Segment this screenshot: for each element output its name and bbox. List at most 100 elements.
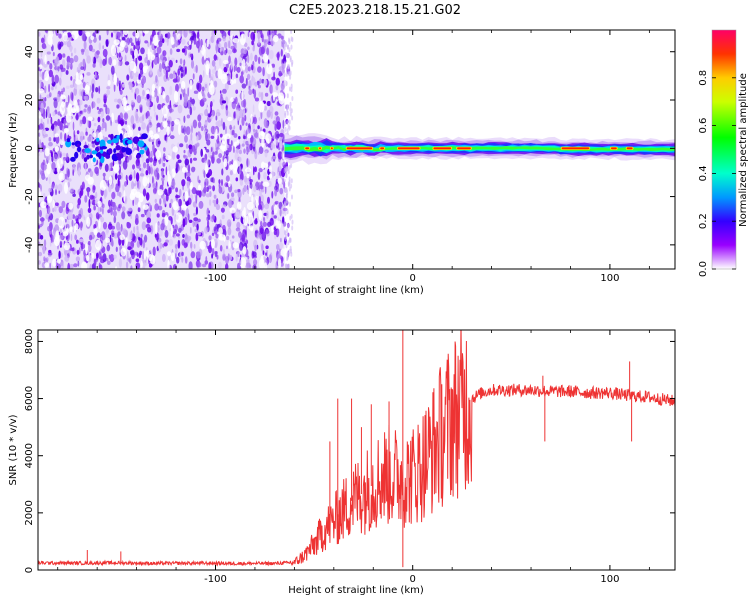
noise-speckle	[51, 161, 56, 171]
noise-speckle	[134, 251, 138, 256]
noise-speckle	[181, 48, 186, 53]
noise-gap	[261, 137, 265, 148]
noise-speckle	[149, 157, 153, 163]
noise-speckle	[192, 220, 195, 228]
noise-speckle	[186, 171, 191, 177]
noise-speckle	[245, 259, 250, 264]
noise-speckle	[280, 48, 283, 57]
noise-speckle	[133, 44, 136, 51]
noise-speckle	[110, 65, 115, 75]
noise-gap	[143, 249, 147, 261]
noise-speckle	[184, 234, 188, 240]
noise-fringe	[286, 93, 289, 99]
noise-speckle	[93, 205, 96, 211]
noise-speckle	[157, 140, 161, 145]
colorbar-ticks: 0.0 0.2 0.4 0.6 0.8	[698, 70, 736, 277]
noise-gap	[99, 179, 107, 191]
noise-speckle	[234, 189, 238, 194]
noise-gap	[260, 255, 264, 265]
signal-hot-red	[457, 147, 471, 150]
noise-speckle	[110, 207, 113, 216]
noise-speckle	[152, 143, 155, 153]
noise-gap	[241, 210, 246, 218]
noise-speckle	[87, 119, 89, 128]
noise-blob-speckle	[91, 150, 98, 155]
noise-gap	[46, 162, 51, 175]
y-tick-label: -20	[24, 188, 35, 204]
noise-fringe	[290, 213, 293, 219]
noise-speckle	[232, 48, 237, 54]
noise-speckle	[165, 69, 169, 80]
noise-speckle	[157, 68, 162, 78]
noise-speckle	[111, 230, 115, 236]
noise-speckle	[80, 66, 84, 70]
noise-speckle	[170, 121, 175, 126]
noise-gap	[87, 116, 93, 121]
noise-speckle	[253, 185, 257, 193]
noise-speckle	[207, 133, 211, 140]
noise-gap	[140, 260, 143, 268]
noise-speckle	[270, 111, 273, 120]
noise-blob-speckle	[77, 146, 81, 152]
noise-gap	[147, 48, 151, 60]
noise-speckle	[107, 260, 111, 265]
noise-gap	[241, 58, 246, 71]
noise-speckle	[105, 115, 111, 121]
noise-speckle	[185, 126, 191, 136]
noise-speckle	[169, 202, 172, 209]
noise-gap	[112, 59, 117, 66]
noise-gap	[246, 173, 250, 179]
noise-speckle	[50, 125, 55, 130]
noise-gap	[58, 172, 65, 181]
noise-speckle	[67, 181, 71, 188]
noise-speckle	[124, 120, 128, 125]
noise-speckle	[219, 45, 222, 53]
noise-speckle	[226, 40, 232, 48]
noise-speckle	[224, 182, 229, 188]
noise-speckle	[72, 214, 75, 219]
noise-speckle	[183, 115, 186, 124]
noise-fringe	[287, 240, 290, 246]
noise-gap	[86, 216, 91, 227]
noise-speckle	[178, 83, 181, 89]
noise-speckle	[266, 249, 268, 258]
noise-speckle	[118, 258, 122, 268]
noise-speckle	[276, 121, 281, 130]
noise-speckle	[163, 200, 166, 204]
noise-gap	[163, 113, 167, 119]
noise-speckle	[257, 66, 262, 73]
noise-gap	[147, 177, 150, 185]
noise-speckle	[241, 83, 247, 89]
noise-speckle	[262, 204, 266, 208]
noise-gap	[44, 147, 50, 157]
noise-speckle	[58, 250, 61, 259]
noise-speckle	[157, 103, 162, 110]
noise-fringe	[285, 198, 288, 204]
noise-gap	[157, 126, 161, 133]
noise-speckle	[95, 87, 99, 93]
noise-speckle	[92, 185, 96, 191]
noise-gap	[215, 128, 218, 140]
signal-hot-red	[626, 147, 633, 150]
noise-fringe	[288, 119, 291, 125]
noise-speckle	[193, 244, 196, 249]
noise-speckle	[275, 77, 280, 86]
noise-speckle	[96, 97, 101, 104]
noise-speckle	[231, 100, 236, 110]
noise-speckle	[272, 120, 277, 125]
noise-gap	[246, 201, 254, 211]
noise-speckle	[238, 232, 242, 238]
noise-speckle	[245, 77, 248, 87]
noise-blob-speckle	[100, 146, 108, 150]
noise-speckle	[105, 122, 107, 132]
noise-speckle	[174, 244, 178, 249]
noise-speckle	[190, 251, 196, 259]
noise-speckle	[75, 256, 81, 262]
noise-blob-speckle	[99, 139, 106, 148]
noise-speckle	[213, 54, 217, 61]
noise-speckle	[112, 204, 117, 211]
noise-gap	[232, 160, 238, 172]
noise-gap	[150, 54, 155, 61]
noise-speckle	[170, 124, 174, 132]
noise-speckle	[164, 229, 169, 238]
